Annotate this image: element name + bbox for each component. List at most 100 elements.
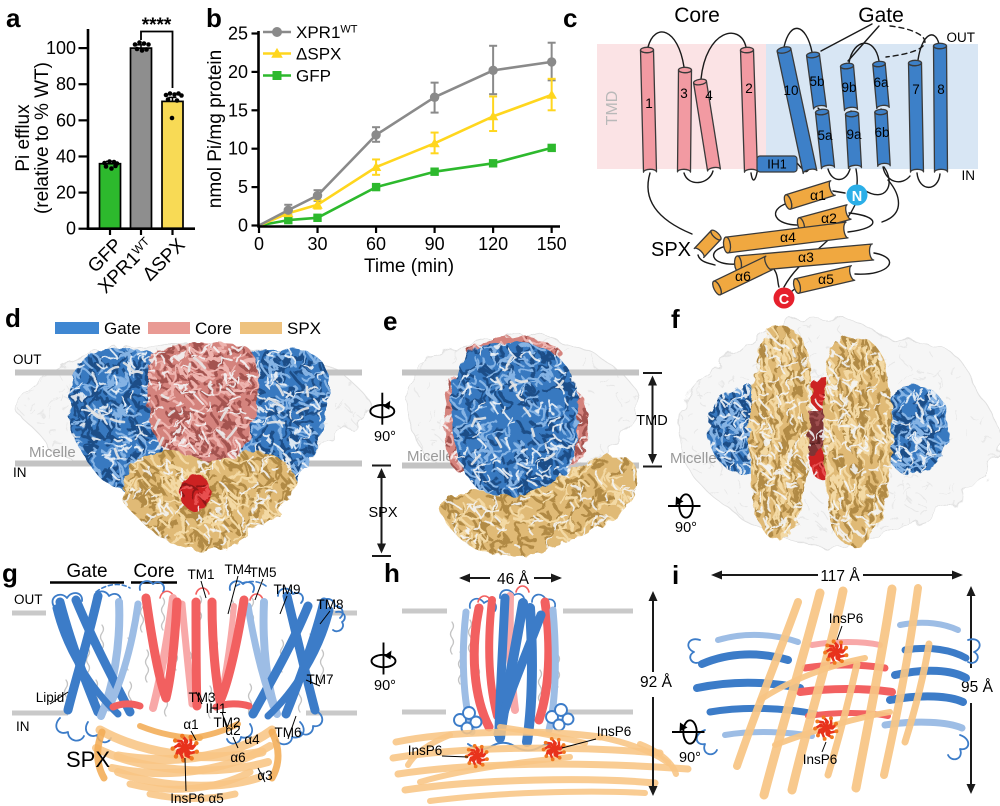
svg-text:α6: α6 <box>735 268 751 284</box>
svg-text:α3: α3 <box>257 768 272 783</box>
svg-text:60: 60 <box>56 110 76 130</box>
svg-text:90: 90 <box>425 234 445 254</box>
svg-text:Micelle: Micelle <box>407 448 454 465</box>
svg-text:TM4: TM4 <box>225 562 252 577</box>
svg-text:1: 1 <box>645 96 653 111</box>
svg-text:95 Å: 95 Å <box>961 679 994 696</box>
svg-text:40: 40 <box>56 146 76 166</box>
svg-text:IN: IN <box>962 168 976 183</box>
svg-text:α2: α2 <box>821 210 837 226</box>
svg-text:TM7: TM7 <box>307 672 334 687</box>
svg-text:IH1: IH1 <box>205 701 226 716</box>
svg-text:150: 150 <box>537 234 567 254</box>
svg-text:0: 0 <box>66 219 76 239</box>
svg-text:TM6: TM6 <box>275 725 302 740</box>
svg-text:30: 30 <box>308 234 328 254</box>
svg-text:IH1: IH1 <box>767 158 787 172</box>
svg-text:92 Å: 92 Å <box>640 674 673 691</box>
svg-text:SPX: SPX <box>66 747 110 772</box>
svg-text:TM2: TM2 <box>214 715 241 730</box>
svg-text:SPX: SPX <box>368 505 397 521</box>
svg-text:100: 100 <box>46 38 76 58</box>
svg-text:InsP6: InsP6 <box>597 724 632 739</box>
svg-text:α6: α6 <box>230 750 245 765</box>
svg-text:15: 15 <box>228 100 248 120</box>
svg-text:N: N <box>852 189 862 205</box>
svg-text:8: 8 <box>937 82 945 97</box>
svg-text:6b: 6b <box>874 125 889 140</box>
svg-text:Micelle: Micelle <box>670 450 717 467</box>
svg-text:10: 10 <box>783 83 798 98</box>
svg-text:9b: 9b <box>841 80 856 95</box>
svg-text:OUT: OUT <box>14 592 43 607</box>
svg-text:90°: 90° <box>679 750 701 766</box>
svg-text:InsP6 α5: InsP6 α5 <box>170 791 224 806</box>
svg-text:OUT: OUT <box>13 352 42 367</box>
svg-text:Core: Core <box>133 561 174 582</box>
svg-text:a: a <box>6 3 21 33</box>
svg-text:4: 4 <box>705 88 713 103</box>
svg-text:h: h <box>384 558 400 588</box>
svg-text:Micelle: Micelle <box>29 444 76 461</box>
svg-text:9a: 9a <box>846 127 862 142</box>
svg-text:b: b <box>206 3 222 33</box>
svg-text:Gate: Gate <box>104 319 141 338</box>
svg-text:α1: α1 <box>183 717 198 732</box>
svg-text:α2: α2 <box>225 723 240 738</box>
svg-text:TM1: TM1 <box>188 567 215 582</box>
svg-text:5b: 5b <box>809 74 824 89</box>
svg-text:80: 80 <box>56 74 76 94</box>
svg-text:C: C <box>779 292 790 308</box>
svg-text:60: 60 <box>366 234 386 254</box>
svg-text:120: 120 <box>478 234 508 254</box>
svg-text:α5: α5 <box>818 271 834 287</box>
svg-text:5: 5 <box>238 177 248 197</box>
svg-text:TM8: TM8 <box>317 597 344 612</box>
svg-text:3: 3 <box>680 86 688 101</box>
svg-text:TM3: TM3 <box>189 690 216 705</box>
svg-text:InsP6: InsP6 <box>803 752 838 767</box>
svg-text:TM9: TM9 <box>274 582 301 597</box>
svg-text:Core: Core <box>195 319 232 338</box>
svg-text:InsP6: InsP6 <box>408 743 443 758</box>
svg-text:Gate: Gate <box>858 4 904 27</box>
svg-text:IN: IN <box>13 465 27 480</box>
svg-text:nmol Pi/mg protein: nmol Pi/mg protein <box>205 50 226 208</box>
svg-text:TMD: TMD <box>604 91 621 126</box>
svg-text:α4: α4 <box>780 229 796 245</box>
svg-text:OUT: OUT <box>947 30 976 45</box>
svg-text:α4: α4 <box>244 732 260 747</box>
svg-text:Gate: Gate <box>66 561 107 582</box>
svg-text:20: 20 <box>56 183 76 203</box>
svg-text:InsP6: InsP6 <box>829 611 864 626</box>
svg-text:90°: 90° <box>374 678 396 694</box>
svg-text:117 Å: 117 Å <box>820 568 860 585</box>
svg-text:6a: 6a <box>873 75 889 90</box>
svg-text:0: 0 <box>238 216 248 236</box>
svg-text:****: **** <box>142 15 172 36</box>
svg-text:TMD: TMD <box>636 413 667 429</box>
svg-text:Time (min): Time (min) <box>364 256 454 277</box>
svg-text:Pi efflux: Pi efflux <box>13 104 34 172</box>
svg-text:Core: Core <box>674 4 720 27</box>
svg-text:i: i <box>672 560 679 590</box>
svg-text:g: g <box>2 558 18 588</box>
svg-text:α3: α3 <box>798 249 814 265</box>
svg-text:46 Å: 46 Å <box>497 571 530 588</box>
svg-text:α1: α1 <box>810 187 826 203</box>
svg-text:(relative to % WT): (relative to % WT) <box>32 62 53 214</box>
svg-text:f: f <box>671 304 680 334</box>
svg-text:Lipid: Lipid <box>36 690 65 705</box>
svg-text:5a: 5a <box>817 128 833 143</box>
svg-text:0: 0 <box>254 234 264 254</box>
svg-text:d: d <box>5 303 21 333</box>
svg-text:ΔSPX: ΔSPX <box>296 45 341 64</box>
svg-text:IN: IN <box>16 719 30 734</box>
svg-text:25: 25 <box>228 24 248 44</box>
svg-text:90°: 90° <box>374 429 396 445</box>
svg-text:90°: 90° <box>675 520 697 536</box>
svg-text:GFP: GFP <box>296 67 331 86</box>
svg-text:SPX: SPX <box>651 239 691 261</box>
svg-text:SPX: SPX <box>287 319 321 338</box>
svg-text:7: 7 <box>912 82 920 97</box>
